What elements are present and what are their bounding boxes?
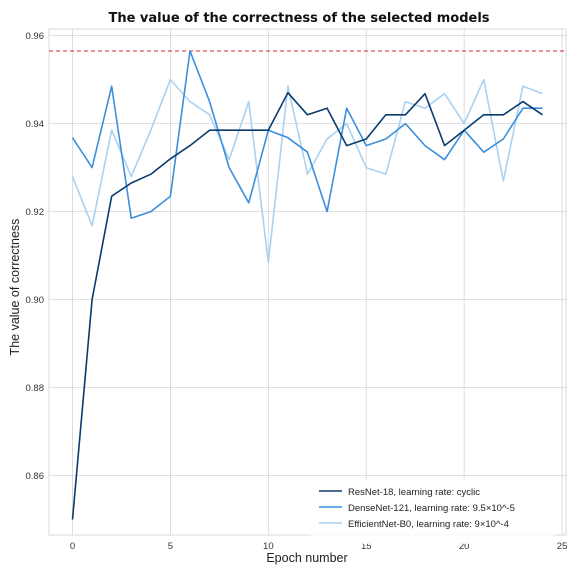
plot-frame	[48, 28, 567, 536]
x-axis-label: Epoch number	[266, 551, 347, 565]
x-tick-label: 15	[361, 541, 372, 552]
y-axis-label: The value of correctness	[8, 219, 22, 356]
series-lines	[71, 50, 543, 520]
y-tick-label: 0.88	[26, 383, 45, 394]
y-tick-label: 0.90	[26, 295, 45, 306]
x-tick-label: 5	[168, 541, 173, 552]
series-line-efficientnet	[71, 78, 543, 264]
y-tick-label: 0.92	[26, 207, 45, 218]
x-tick-label: 10	[263, 541, 274, 552]
y-tick-label: 0.96	[26, 31, 45, 42]
x-tick-label: 0	[70, 541, 75, 552]
series-line-resnet	[71, 92, 543, 520]
legend-label-densenet: DenseNet-121, learning rate: 9.5×10^-5	[348, 503, 515, 514]
legend-box	[311, 480, 555, 544]
x-tick-label: 25	[557, 541, 568, 552]
tick-labels: 0.86 0.88 0.90 0.92 0.94 0.96 0 5 10 15 20 25	[26, 31, 568, 552]
series-line-densenet	[71, 50, 543, 219]
legend-label-resnet: ResNet-18, learning rate: cyclic	[348, 487, 480, 498]
x-tick-label: 20	[459, 541, 470, 552]
legend-label-efficientnet: EfficientNet-B0, learning rate: 9×10^-4	[348, 519, 509, 530]
grid-lines	[49, 29, 566, 535]
y-tick-label: 0.86	[26, 471, 45, 482]
y-tick-label: 0.94	[26, 119, 45, 130]
chart-title: The value of the correctness of the sele…	[108, 11, 489, 26]
legend: ResNet-18, learning rate: cyclic DenseNe…	[311, 480, 555, 544]
